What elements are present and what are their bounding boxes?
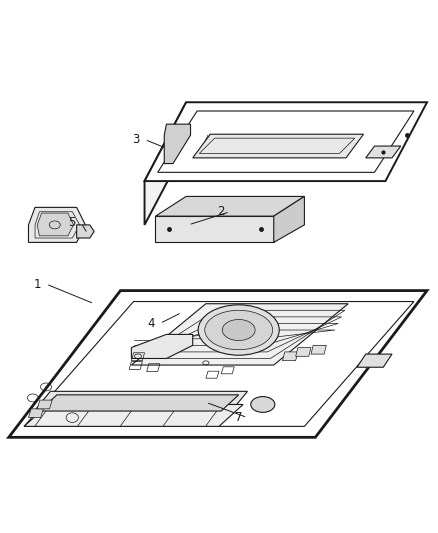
Text: 3: 3	[132, 133, 139, 146]
Text: 5: 5	[69, 216, 76, 229]
Polygon shape	[155, 197, 304, 216]
Polygon shape	[39, 395, 239, 411]
Polygon shape	[274, 197, 304, 243]
Ellipse shape	[251, 397, 275, 413]
Polygon shape	[357, 354, 392, 367]
Polygon shape	[145, 102, 186, 225]
Polygon shape	[193, 134, 364, 158]
Text: 2: 2	[217, 205, 225, 218]
Polygon shape	[37, 213, 74, 236]
Polygon shape	[366, 146, 401, 158]
Ellipse shape	[222, 319, 255, 341]
Polygon shape	[283, 352, 298, 361]
Polygon shape	[77, 225, 94, 238]
Polygon shape	[24, 405, 243, 426]
Polygon shape	[155, 216, 274, 243]
Polygon shape	[296, 348, 311, 356]
Polygon shape	[37, 400, 52, 409]
Polygon shape	[28, 409, 43, 418]
Ellipse shape	[198, 305, 279, 355]
Polygon shape	[131, 334, 193, 359]
Text: 7: 7	[235, 411, 243, 424]
Text: 4: 4	[147, 317, 155, 330]
Ellipse shape	[205, 310, 272, 350]
Polygon shape	[164, 124, 191, 164]
Polygon shape	[28, 207, 85, 243]
Polygon shape	[31, 391, 247, 415]
Polygon shape	[9, 290, 427, 437]
Polygon shape	[145, 102, 427, 181]
Text: 1: 1	[33, 278, 41, 290]
Polygon shape	[311, 345, 326, 354]
Polygon shape	[131, 304, 348, 365]
